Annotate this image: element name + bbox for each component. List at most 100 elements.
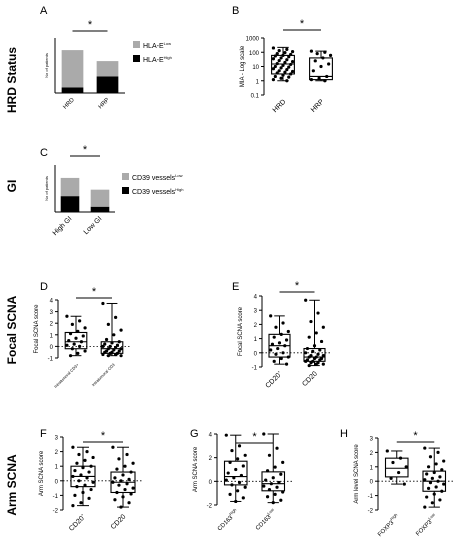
panel-letter-c: C: [40, 147, 48, 159]
data-point: [391, 460, 395, 465]
data-point: [279, 472, 283, 476]
legend-label-sup: Low: [164, 41, 171, 46]
data-point: [285, 68, 289, 72]
data-point: [389, 476, 393, 480]
data-point: [81, 466, 85, 470]
data-point: [279, 332, 283, 336]
data-point: [112, 348, 116, 352]
data-point: [273, 64, 277, 69]
y-axis-label: No of patients: [44, 53, 49, 78]
data-point: [73, 493, 77, 497]
data-point: [68, 332, 73, 336]
box: [309, 57, 333, 81]
x-tick-label: Intratumoral CD3: [91, 362, 117, 388]
row-label-gi: GI: [5, 180, 19, 193]
data-point: [68, 354, 73, 358]
data-point: [321, 325, 325, 329]
data-point: [119, 354, 123, 358]
data-point: [281, 321, 285, 325]
y-tick-label: 0: [370, 480, 374, 486]
data-point: [423, 478, 427, 482]
data-point: [426, 486, 431, 490]
x-tick-label-sup: +: [276, 369, 282, 375]
data-point: [271, 57, 276, 61]
data-point: [265, 495, 270, 499]
significance-star: *: [101, 430, 106, 442]
data-point: [289, 72, 293, 76]
data-point: [67, 339, 71, 343]
data-point: [78, 319, 82, 323]
x-tick-label-base: HRD: [272, 98, 288, 114]
data-point: [113, 476, 117, 480]
legend-label: HLA-EHigh: [143, 55, 172, 64]
data-point: [271, 67, 276, 71]
bar-low: [96, 76, 119, 93]
data-point: [85, 476, 89, 480]
data-point: [277, 480, 281, 485]
data-point: [312, 356, 317, 361]
data-point: [309, 319, 313, 324]
data-point: [275, 485, 279, 489]
data-point: [442, 459, 446, 463]
data-point: [101, 301, 105, 306]
y-tick-label: 100: [249, 51, 260, 57]
data-point: [274, 352, 278, 356]
y-axis-label: Arm SCNA score: [193, 446, 199, 492]
data-point: [115, 343, 120, 347]
data-point: [83, 349, 87, 353]
data-point: [304, 359, 308, 363]
legend-label: CD39 vesselsLow: [132, 173, 183, 182]
data-point: [129, 470, 133, 474]
legend-label-base: HLA-E: [143, 43, 164, 50]
data-point: [81, 334, 85, 338]
data-point: [71, 504, 75, 508]
data-point: [309, 361, 313, 365]
panel-letter-e: E: [232, 281, 239, 293]
data-point: [234, 467, 238, 472]
data-point: [402, 482, 406, 486]
data-point: [106, 347, 110, 351]
x-tick-label-base: FOXP3: [415, 519, 434, 538]
data-point: [123, 487, 127, 492]
data-point: [442, 482, 446, 486]
data-point: [314, 362, 318, 366]
y-tick-label: 2: [254, 323, 258, 329]
y-tick-label: -2: [53, 509, 59, 515]
data-point: [117, 483, 121, 487]
panel-letter-f: F: [40, 428, 47, 440]
y-tick-label: 1: [50, 333, 54, 339]
data-point: [83, 458, 87, 462]
data-point: [87, 496, 91, 500]
data-point: [279, 76, 283, 80]
data-point: [117, 349, 121, 353]
x-tick-label-base: CD20: [301, 370, 319, 388]
data-point: [309, 78, 314, 82]
data-point: [264, 478, 268, 482]
data-point: [397, 470, 401, 475]
data-point: [434, 462, 438, 466]
legend-swatch: [122, 173, 129, 180]
data-point: [277, 49, 281, 53]
x-tick-label: CD163Low: [253, 507, 278, 532]
data-point: [279, 356, 283, 361]
data-point: [121, 495, 125, 499]
bar-low: [61, 87, 84, 93]
y-tick-label: 4: [254, 295, 258, 301]
panel-letter-b: B: [232, 5, 239, 17]
data-point: [277, 58, 281, 63]
data-point: [438, 498, 442, 502]
box: [223, 460, 248, 486]
significance-star: *: [252, 431, 257, 443]
data-point: [273, 74, 277, 79]
data-point: [323, 79, 327, 83]
legend-label: CD39 vesselsHigh: [132, 187, 183, 196]
data-point: [271, 78, 276, 82]
data-point: [79, 340, 84, 344]
data-point: [281, 73, 285, 77]
y-tick-label: 3: [50, 310, 54, 316]
data-point: [239, 473, 244, 478]
data-point: [290, 60, 295, 64]
data-point: [430, 501, 434, 505]
data-point: [79, 501, 83, 505]
